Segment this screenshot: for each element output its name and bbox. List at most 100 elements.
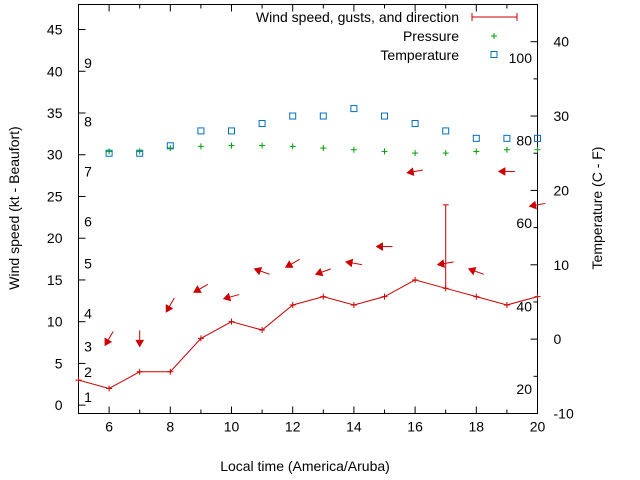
y-right-tick-label: -10 [554,406,574,422]
legend-label-temperature: Temperature [380,47,459,63]
x-axis-label: Local time (America/Aruba) [220,458,390,474]
wind-direction-arrow [135,330,145,348]
wind-speed-line [78,279,538,389]
wind-arrow-head [314,268,324,277]
y-left-tick-label: 40 [47,63,63,79]
wind-arrow-head [253,266,263,276]
pressure-point [381,148,388,155]
y-left-tick-label: 15 [47,272,63,288]
y-right-tick-label: 0 [554,331,562,347]
pressure-point [503,146,510,153]
legend-label-wind: Wind speed, gusts, and direction [256,9,459,25]
temperature-point [105,149,113,157]
beaufort-label: 3 [84,339,92,355]
pressure-point [350,146,357,153]
wind-direction-arrow [222,292,240,302]
wind-direction-arrow [497,167,515,176]
y-right-tick-label: 40 [554,34,570,50]
beaufort-label: 1 [84,389,92,405]
wind-direction-arrow [528,200,546,210]
y-right-tick-label: 20 [554,182,570,198]
x-tick-label: 18 [469,419,485,435]
wind-direction-arrow [436,259,454,268]
y-left-tick-label: 35 [47,105,63,121]
pressure-point [197,143,204,150]
x-tick-labels: 6 8 10 12 14 16 18 20 [105,419,545,435]
pressure-point [259,142,266,149]
pressure-point [320,145,327,152]
beaufort-label: 6 [84,214,92,230]
beaufort-label: 8 [84,113,92,129]
fahrenheit-labels: 20 40 60 80 100 [509,50,533,397]
temperature-point [442,127,450,135]
x-tick-label: 16 [407,419,423,435]
wind-arrow-head [375,242,383,251]
wind-direction-arrow [375,242,393,251]
wind-arrow-head [193,285,202,293]
temperature-point [319,112,327,120]
wind-direction-arrow [104,331,114,347]
wind-speed-point [534,293,541,300]
temperature-point [411,119,419,127]
pressure-point [442,150,449,157]
beaufort-label: 7 [84,163,92,179]
y-right-tick-labels: -10 0 10 20 30 40 [554,34,574,422]
beaufort-label: 4 [84,305,92,321]
wind-arrow-head [135,339,145,348]
wind-arrow-head [497,167,506,176]
wind-direction-arrow [253,266,270,276]
legend-temperature-marker [490,51,498,58]
wind-speed-point [381,293,388,300]
legend-label-pressure: Pressure [403,28,459,44]
wind-speed-point [228,318,235,325]
wind-direction-arrow [345,258,362,268]
legend-pressure-marker [491,33,497,39]
wind-arrow-head [345,258,354,268]
series-layer [75,105,546,392]
wind-direction-arrow [406,167,424,177]
wind-speed-point [412,276,419,283]
wind-speed-point [259,327,266,334]
temperature-point [472,134,480,142]
y-right-axis-label: Temperature (C - F) [589,147,605,270]
temperature-point [228,127,235,135]
wind-arrow-head [436,259,445,268]
fahrenheit-label: 40 [516,298,532,314]
y-left-tick-label: 30 [47,147,63,163]
beaufort-label: 5 [84,255,92,271]
axis-ticks [78,4,538,414]
y-left-tick-label: 10 [47,314,63,330]
y-left-axis-label: Wind speed (kt - Beaufort) [6,126,22,289]
y-left-tick-label: 25 [47,188,63,204]
wind-arrow-head [528,200,537,210]
temperature-point [136,149,144,157]
temperature-point [381,112,388,120]
wind-arrow-head [467,266,477,276]
pressure-point [412,150,419,157]
wind-speed-point [503,301,510,308]
x-tick-label: 8 [166,419,174,435]
beaufort-label: 2 [84,364,92,380]
fahrenheit-label: 60 [516,215,532,231]
y-left-tick-label: 20 [47,230,63,246]
wind-direction-arrow [193,283,209,293]
y-left-tick-label: 5 [55,355,63,371]
pressure-point [473,148,480,155]
wind-arrow-head [165,304,174,313]
y-right-tick-label: 30 [554,108,570,124]
x-tick-label: 6 [105,419,113,435]
wind-direction-arrow [314,268,331,277]
wind-speed-point [197,335,204,342]
fahrenheit-label: 80 [516,133,532,149]
temperature-point [350,105,358,113]
temperature-point [503,134,511,142]
wind-arrow-head [406,167,415,177]
wind-arrow-head [104,337,113,347]
wind-speed-point [136,368,143,375]
pressure-point [136,148,143,155]
x-tick-label: 12 [285,419,301,435]
wind-arrow-head [222,292,232,302]
pressure-point [167,145,174,152]
wind-speed-point [350,301,357,308]
